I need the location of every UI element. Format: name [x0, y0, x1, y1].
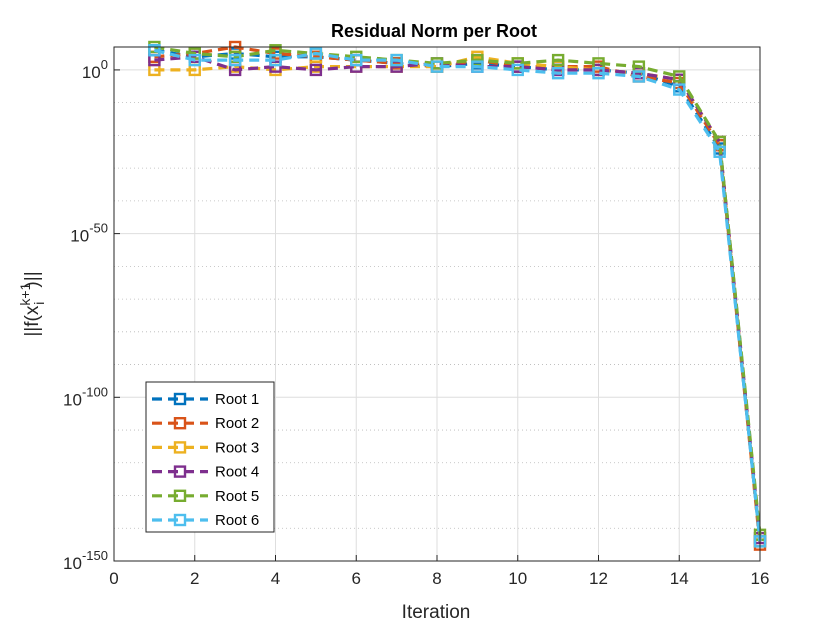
legend-marker	[173, 392, 187, 406]
legend-label: Root 5	[215, 488, 259, 505]
data-point	[511, 57, 524, 70]
y-axis-title: ||f(xk+1i )||	[17, 271, 47, 336]
data-point	[390, 53, 403, 67]
data-point	[471, 60, 484, 73]
legend-label: Root 3	[215, 439, 259, 456]
data-point	[269, 60, 282, 73]
y-tick-label-exponent: -150	[82, 548, 108, 563]
y-axis-title-sup: k+1	[17, 282, 33, 305]
data-point	[148, 44, 161, 57]
data-point	[309, 63, 323, 77]
legend-label: Root 4	[215, 464, 259, 481]
legend-label: Root 2	[215, 415, 259, 432]
y-tick-label-base: 10	[70, 227, 89, 246]
y-tick-label-base: 10	[63, 554, 82, 573]
x-tick-label: 16	[751, 569, 770, 588]
series-root-6	[148, 44, 767, 548]
x-tick-label: 0	[109, 569, 118, 588]
y-tick-label: 10-50	[70, 221, 108, 246]
legend-label: Root 6	[215, 512, 259, 529]
x-axis-ticks: 0 2 4 6 8 10 12 14 16	[109, 555, 769, 588]
legend-label: Root 1	[215, 391, 259, 408]
data-point	[350, 53, 363, 67]
x-tick-label: 12	[589, 569, 608, 588]
data-point	[713, 145, 726, 158]
data-point	[551, 66, 565, 80]
legend-entry-root-2: Root 2	[152, 415, 259, 432]
y-tick-label-base: 10	[82, 63, 101, 82]
series-line	[154, 48, 762, 542]
data-point	[511, 63, 524, 77]
y-tick-label-base: 10	[63, 390, 82, 409]
legend-marker	[173, 417, 187, 430]
data-point	[673, 70, 686, 83]
x-tick-label: 10	[508, 569, 527, 588]
data-point	[188, 53, 201, 67]
y-tick-label: 100	[82, 57, 108, 82]
x-tick-label: 4	[271, 569, 280, 588]
x-tick-label: 8	[432, 569, 441, 588]
legend: Root 1 Root 2 Root 3 Root 4 Root 5 Root 6	[145, 381, 275, 533]
series-layer	[148, 40, 767, 551]
y-tick-label: 10-150	[63, 548, 108, 573]
x-tick-label: 2	[190, 569, 199, 588]
y-tick-label-exponent: -100	[82, 384, 108, 399]
legend-entry-root-5: Root 5	[152, 488, 259, 505]
legend-marker	[173, 489, 187, 502]
data-point	[551, 53, 565, 67]
data-point	[228, 53, 242, 67]
x-axis-title: Iteration	[402, 602, 471, 623]
legend-entry-root-3: Root 3	[152, 439, 259, 456]
data-point	[632, 70, 646, 83]
y-tick-label-exponent: 0	[101, 57, 108, 72]
data-point	[430, 60, 444, 73]
data-point	[269, 53, 282, 67]
data-point	[673, 83, 686, 96]
x-tick-label: 6	[352, 569, 361, 588]
legend-entry-root-4: Root 4	[152, 464, 259, 481]
legend-marker	[173, 465, 187, 478]
legend-marker	[173, 513, 187, 527]
legend-box	[145, 381, 275, 533]
y-axis-title-tail: )||	[22, 271, 43, 287]
y-tick-label-exponent: -50	[89, 221, 108, 236]
legend-entry-root-6: Root 6	[152, 512, 259, 529]
data-point	[592, 66, 605, 80]
y-axis-title-base: ||f(x	[22, 305, 43, 336]
data-point	[309, 47, 323, 60]
chart-title: Residual Norm per Root	[331, 21, 537, 41]
legend-marker	[173, 441, 187, 454]
series-line	[154, 45, 762, 535]
y-tick-label: 10-100	[63, 384, 108, 409]
y-axis-title-sub: i	[31, 302, 47, 305]
x-tick-label: 14	[670, 569, 689, 588]
legend-entry-root-1: Root 1	[152, 391, 259, 408]
